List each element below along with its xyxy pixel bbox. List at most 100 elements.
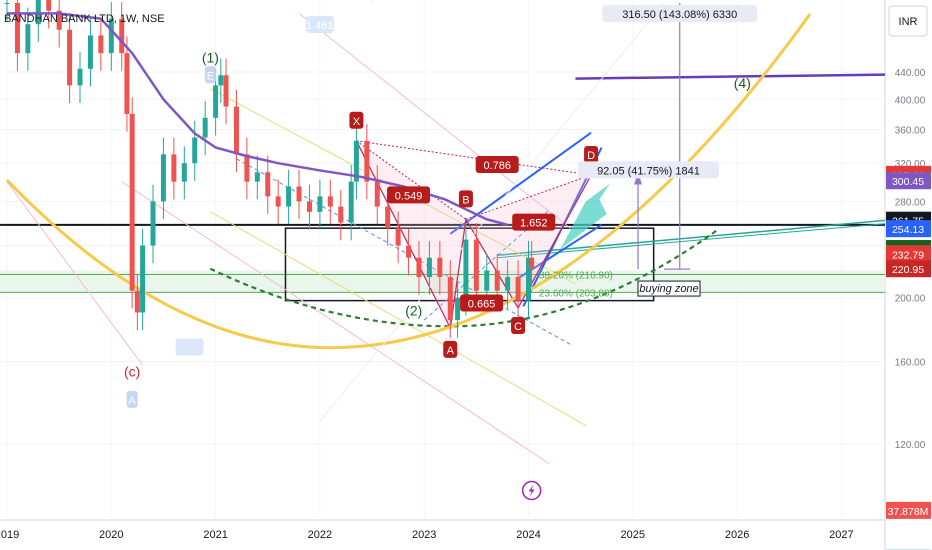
candle-body xyxy=(437,257,443,278)
candle-body xyxy=(171,154,177,182)
dashed-trendline xyxy=(236,158,571,345)
drawing-layer[interactable] xyxy=(0,0,886,465)
candle-body xyxy=(181,163,187,182)
candle-body xyxy=(213,85,219,118)
currency-label[interactable]: INR xyxy=(899,16,918,28)
candle-body xyxy=(296,186,302,202)
candle-body xyxy=(218,75,224,86)
price-badge xyxy=(886,245,931,263)
buying-zone-label-box xyxy=(637,280,701,297)
time-tick-label: 2019 xyxy=(0,529,19,541)
price-tick-label: 360.00 xyxy=(895,125,926,136)
time-tick-label: 2023 xyxy=(412,529,436,541)
candle-body xyxy=(77,68,83,86)
candle-body xyxy=(505,277,511,291)
wave-label: (2) xyxy=(405,302,422,318)
harmonic-point-label-bg xyxy=(458,190,473,208)
candle-body xyxy=(317,196,323,212)
pivot-label: A xyxy=(128,395,136,407)
pivot-label-bg xyxy=(126,390,138,408)
currency-box[interactable] xyxy=(888,5,928,37)
candle-body xyxy=(129,113,135,291)
symbol-title: BANDHAN BANK LTD, 1W, NSE xyxy=(4,13,165,25)
candle-body xyxy=(327,196,333,207)
price-badge-label: 254.13 xyxy=(892,224,924,236)
candle-body xyxy=(463,239,469,298)
annotation-layer: X A B C D 0.786 0.549 1.652 0.665 (1) (2) (4) (c) E Ab… xyxy=(124,5,758,501)
harmonic-ratio-label-bg xyxy=(512,213,556,231)
candle-body xyxy=(348,181,354,223)
faint-trendline xyxy=(298,12,571,229)
price-tick-label: 400.00 xyxy=(895,95,926,106)
candle-body xyxy=(254,172,260,182)
candle-body xyxy=(134,290,140,313)
candle-body xyxy=(416,257,422,278)
measure-label-bg xyxy=(577,161,719,179)
measure-label-bg xyxy=(305,16,334,33)
candle-body xyxy=(223,75,229,107)
price-tick-label: 200.00 xyxy=(895,294,926,305)
price-badge-label: 37.878M xyxy=(888,506,929,518)
measure-placeholder-bg xyxy=(175,338,204,356)
harmonic-point-label: A xyxy=(447,345,455,357)
time-tick-label: 2027 xyxy=(829,529,853,541)
faint-trendline xyxy=(121,181,550,465)
wave-label: (4) xyxy=(734,75,751,91)
price-badge xyxy=(886,172,931,190)
candle-body xyxy=(233,106,239,155)
candle-body xyxy=(87,35,93,69)
candle-body xyxy=(353,140,359,182)
candle-body xyxy=(140,245,146,313)
faint-trendline xyxy=(319,2,665,422)
price-badge xyxy=(886,260,931,278)
target-line[interactable] xyxy=(575,73,886,80)
harmonic-ratio-label-bg xyxy=(387,186,431,204)
candle-body xyxy=(484,270,490,291)
candle-body xyxy=(14,2,20,54)
candle-body xyxy=(56,10,62,30)
faint-trendline xyxy=(6,181,143,366)
price-badge-label: 220.95 xyxy=(892,264,924,276)
harmonic-point-label-bg xyxy=(511,316,526,334)
projection-arrow[interactable] xyxy=(559,183,610,251)
harmonic-xd-line xyxy=(356,140,592,176)
candle-body xyxy=(406,245,412,258)
harmonic-fill-xab xyxy=(356,140,466,328)
candle-body xyxy=(192,137,198,164)
wave-label: (1) xyxy=(202,49,219,65)
candle-body xyxy=(338,206,344,223)
harmonic-point-label-bg xyxy=(443,340,458,358)
candle-body xyxy=(455,297,461,321)
price-grid xyxy=(0,71,885,445)
candle-body xyxy=(108,18,114,54)
candle-body xyxy=(4,2,10,4)
fib-level-label: 38.20% (216.90) xyxy=(539,271,613,282)
fib-level-label: 23.60% (203.80) xyxy=(539,288,613,299)
teal-trendline-2[interactable] xyxy=(497,223,886,259)
price-badge xyxy=(886,220,931,238)
candle-body xyxy=(426,257,432,278)
harmonic-ratio-label: 0.549 xyxy=(395,190,423,202)
time-tick-label: 2020 xyxy=(99,529,123,541)
harmonic-ratio-label-bg xyxy=(460,294,504,312)
harmonic-point-label: X xyxy=(353,116,361,128)
candle-body xyxy=(35,0,41,25)
wave-label: (c) xyxy=(124,363,140,379)
channel-lower-line xyxy=(210,211,587,426)
lightning-glyph xyxy=(528,484,535,497)
time-tick-label: 2024 xyxy=(516,529,540,541)
time-tick-label: 2026 xyxy=(725,529,749,541)
candle-body xyxy=(150,201,156,246)
time-tick-label: 2022 xyxy=(308,529,332,541)
harmonic-ratio-label-bg xyxy=(475,155,519,173)
moving-average-line xyxy=(7,12,508,227)
dotted-arc[interactable] xyxy=(209,229,717,328)
candle-body xyxy=(265,172,271,197)
candle-body xyxy=(515,277,521,301)
candle-body xyxy=(526,257,531,301)
candle-body xyxy=(306,201,312,212)
candle-body xyxy=(473,239,479,291)
harmonic-point-label-bg xyxy=(349,111,364,129)
candle-body xyxy=(67,29,73,86)
